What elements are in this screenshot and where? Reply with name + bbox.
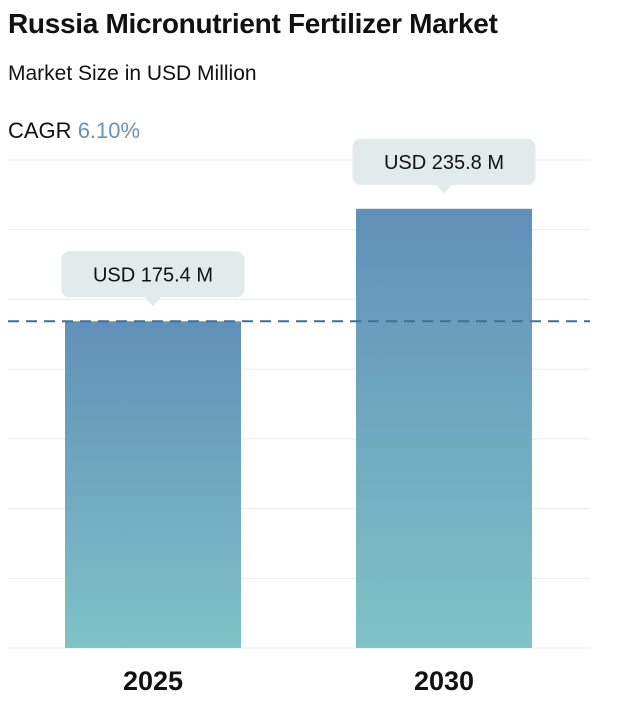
cagr-label: CAGR — [8, 118, 72, 143]
x-tick-label-2025: 2025 — [123, 666, 183, 696]
value-labels: USD 175.4 M USD 235.8 M — [61, 138, 536, 307]
x-axis-ticks: 2025 2030 — [123, 666, 474, 696]
chart-subtitle: Market Size in USD Million — [8, 62, 257, 85]
value-label-text: USD 175.4 M — [93, 264, 213, 286]
value-label-pointer — [436, 184, 452, 194]
cagr-line: CAGR 6.10% — [8, 118, 140, 144]
value-label-box — [352, 138, 536, 185]
value-label-2025: USD 175.4 M — [61, 251, 245, 307]
cagr-value: 6.10% — [77, 118, 141, 143]
value-label-pointer — [145, 297, 161, 307]
bar-2030 — [356, 208, 532, 649]
value-label-box — [61, 251, 245, 298]
value-label-text: USD 235.8 M — [384, 152, 504, 174]
bars — [65, 208, 532, 649]
chart-title: Russia Micronutrient Fertilizer Market — [8, 8, 498, 39]
bar-2025 — [65, 321, 241, 648]
value-label-2030: USD 235.8 M — [352, 138, 536, 194]
x-tick-label-2030: 2030 — [414, 666, 474, 696]
